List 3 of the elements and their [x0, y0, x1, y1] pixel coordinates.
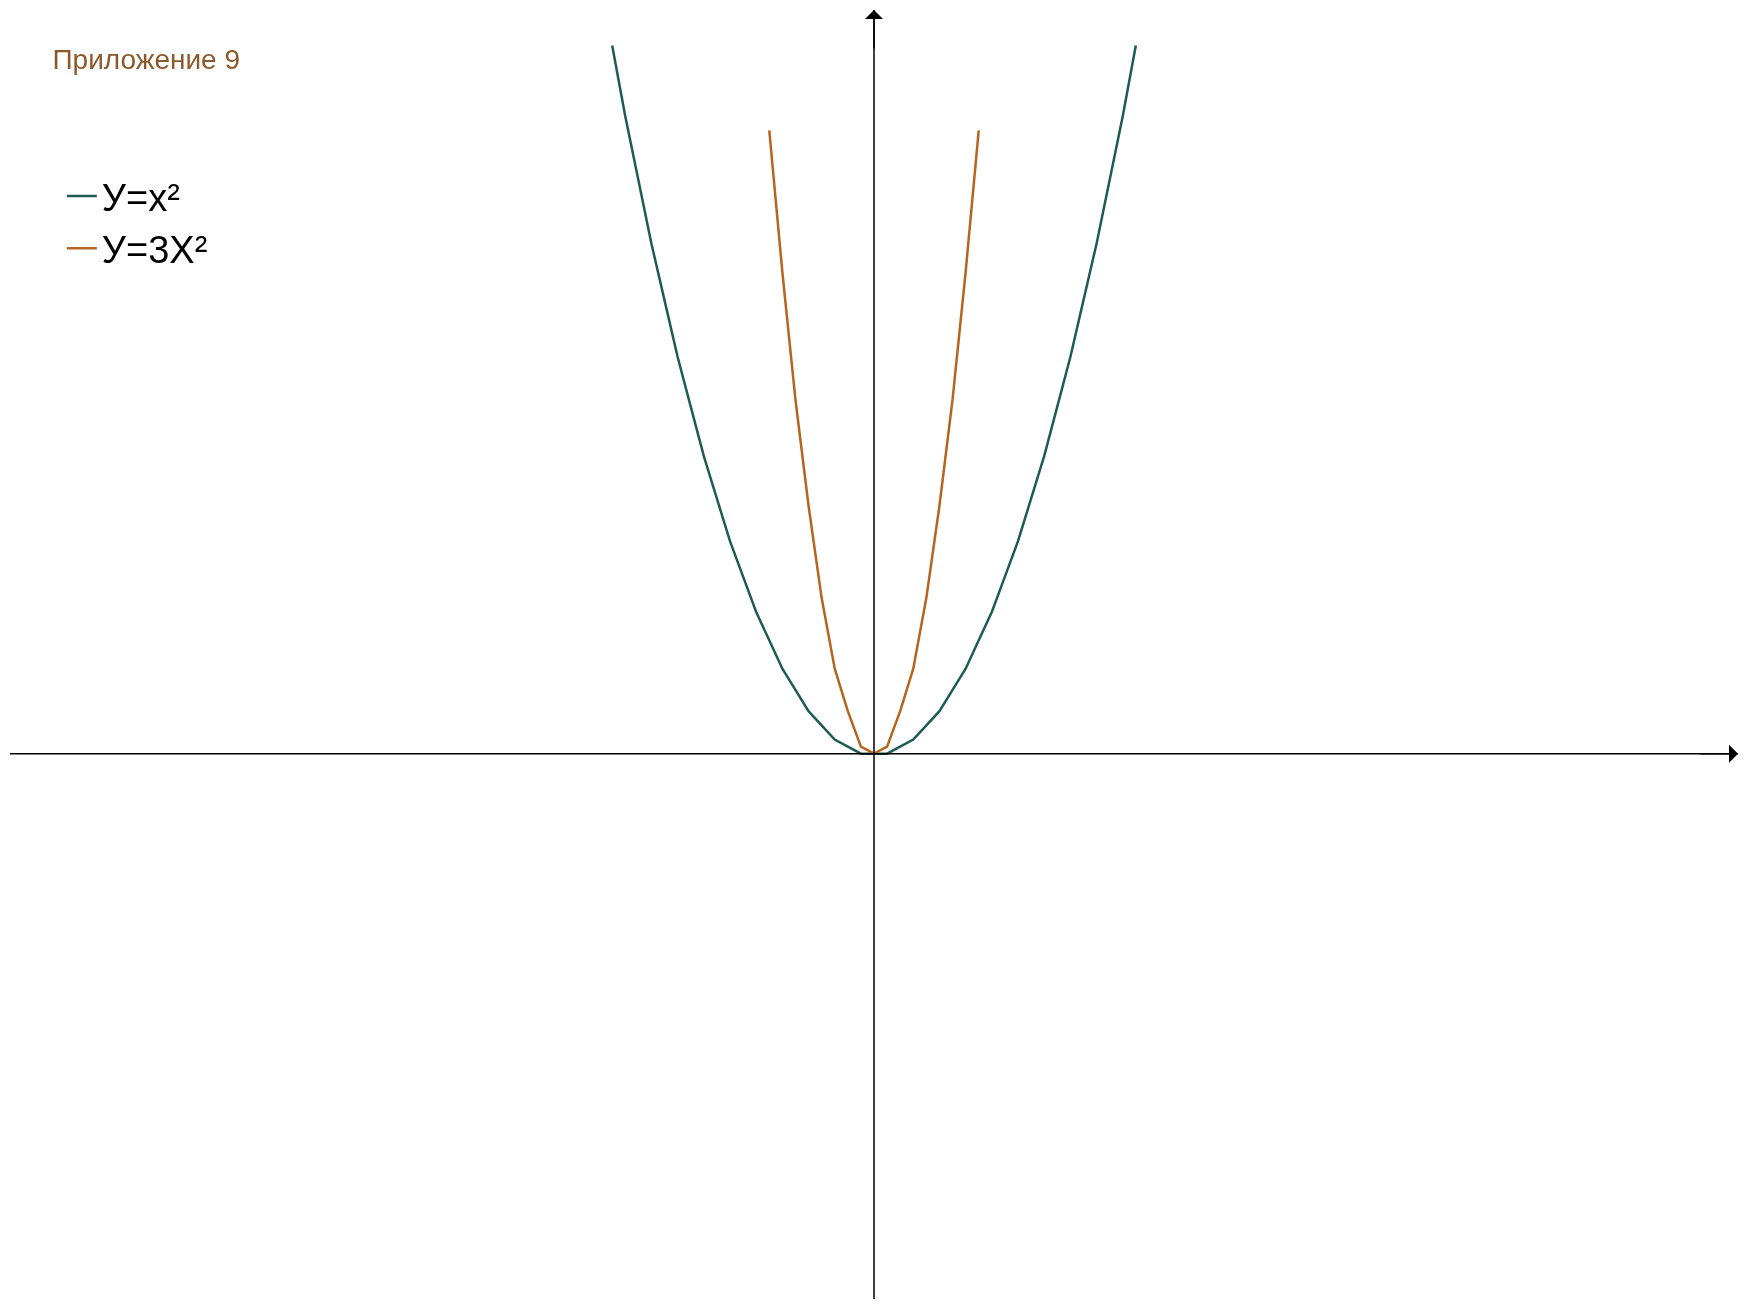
legend-label: У=x² [101, 176, 180, 219]
text: Приложение 9 [52, 43, 241, 75]
legend-label: У=3X² [101, 229, 208, 272]
